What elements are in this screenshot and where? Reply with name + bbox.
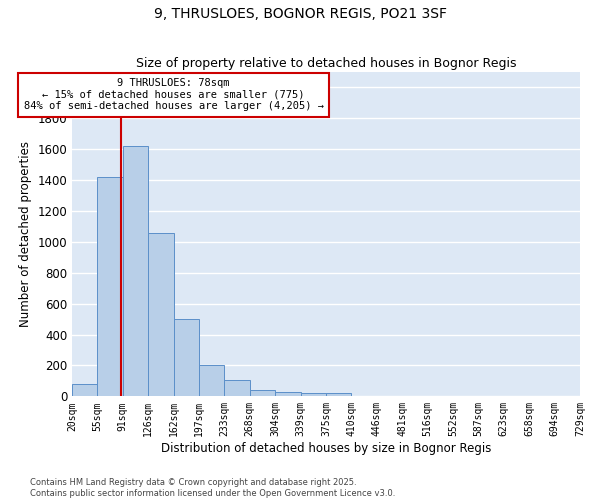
Bar: [97, 177, 123, 396]
Bar: [224, 380, 250, 396]
Bar: [326, 393, 352, 396]
Bar: [199, 364, 224, 396]
Title: Size of property relative to detached houses in Bognor Regis: Size of property relative to detached ho…: [136, 56, 516, 70]
Text: 9 THRUSLOES: 78sqm
← 15% of detached houses are smaller (775)
84% of semi-detach: 9 THRUSLOES: 78sqm ← 15% of detached hou…: [23, 78, 323, 112]
Bar: [123, 146, 148, 397]
X-axis label: Distribution of detached houses by size in Bognor Regis: Distribution of detached houses by size …: [161, 442, 491, 455]
Text: 9, THRUSLOES, BOGNOR REGIS, PO21 3SF: 9, THRUSLOES, BOGNOR REGIS, PO21 3SF: [154, 8, 446, 22]
Y-axis label: Number of detached properties: Number of detached properties: [19, 141, 32, 327]
Bar: [72, 384, 97, 396]
Bar: [250, 390, 275, 396]
Bar: [275, 392, 301, 396]
Bar: [301, 393, 326, 396]
Bar: [173, 319, 199, 396]
Text: Contains HM Land Registry data © Crown copyright and database right 2025.
Contai: Contains HM Land Registry data © Crown c…: [30, 478, 395, 498]
Bar: [148, 232, 173, 396]
